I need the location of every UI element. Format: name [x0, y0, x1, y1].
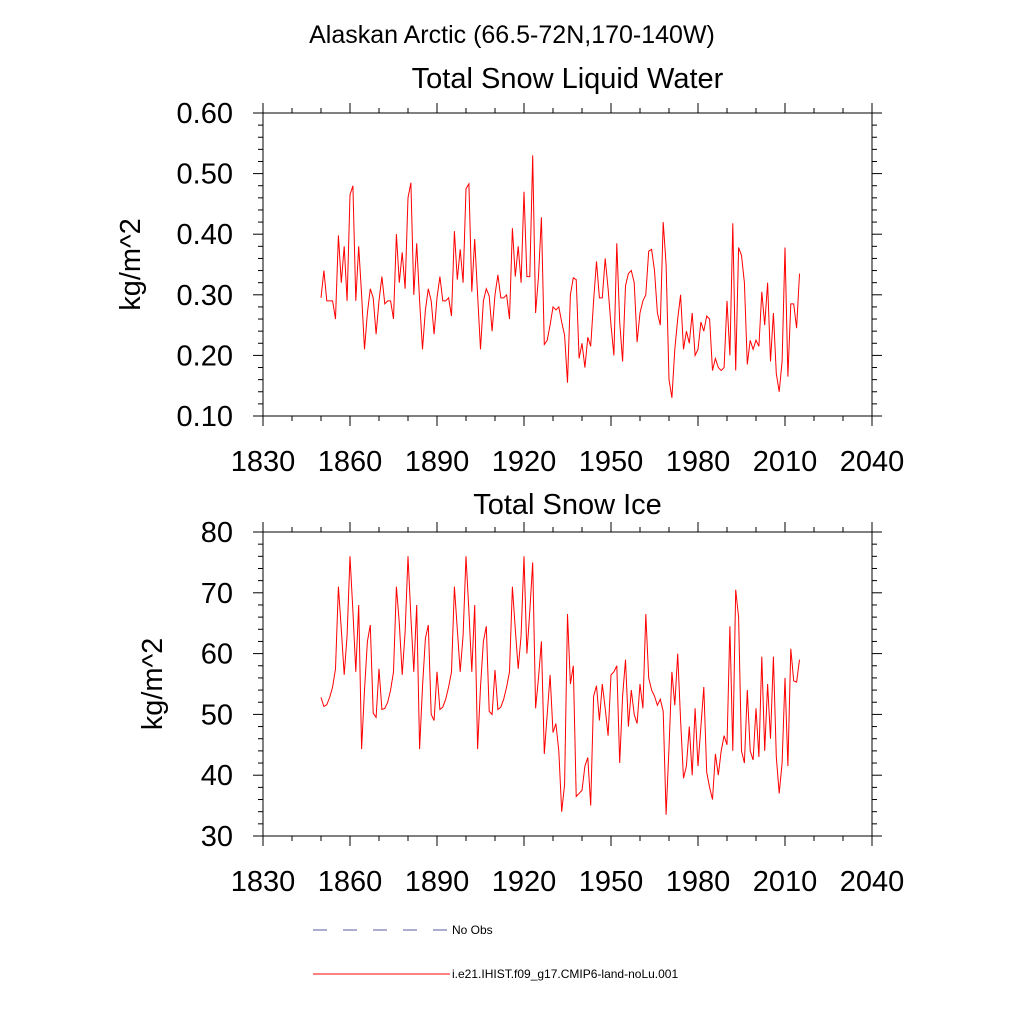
x-tick-label: 1890: [405, 866, 470, 898]
y-tick-label: 0.50: [177, 159, 233, 191]
y-tick-label: 70: [201, 578, 233, 610]
y-tick-label: 40: [201, 760, 233, 792]
y-tick-label: 30: [201, 821, 233, 853]
legend-obs-label: No Obs: [452, 923, 493, 937]
y-tick-label: 0.20: [177, 340, 233, 372]
page-title: Alaskan Arctic (66.5-72N,170-140W): [309, 21, 715, 49]
chart-panel-snow-liquid-water: Total Snow Liquid Water 1830 1860 1890 1920 1…: [115, 63, 904, 478]
x-tick-label: 1830: [231, 446, 296, 478]
y-axis-label: kg/m^2: [137, 638, 169, 731]
y-tick-label: 0.40: [177, 219, 233, 251]
x-tick-label: 1980: [666, 446, 731, 478]
x-tick-label: 1920: [492, 446, 557, 478]
y-tick-label: 0.30: [177, 280, 233, 312]
x-tick-label: 1950: [579, 866, 644, 898]
y-axis-label: kg/m^2: [115, 218, 147, 311]
x-tick-label: 2010: [753, 446, 818, 478]
y-tick-label: 50: [201, 699, 233, 731]
series-line-snow-ice-0: [320, 556, 800, 815]
x-tick-label: 2010: [753, 866, 818, 898]
x-tick-label: 1890: [405, 446, 470, 478]
legend-model-label: i.e21.IHIST.f09_g17.CMIP6-land-noLu.001: [452, 967, 678, 981]
chart-title-snow-liquid-water: Total Snow Liquid Water: [412, 63, 724, 95]
y-tick-label: 0.10: [177, 401, 233, 433]
x-tick-label: 2040: [840, 446, 905, 478]
x-tick-label: 1920: [492, 866, 557, 898]
plot-frame: [262, 531, 873, 837]
y-tick-label: 0.60: [177, 98, 233, 130]
y-tick-label: 80: [201, 517, 233, 549]
series-line-snow-liquid-water-0: [320, 155, 800, 398]
x-tick-label: 1830: [231, 866, 296, 898]
y-tick-label: 60: [201, 639, 233, 671]
x-tick-label: 1980: [666, 866, 731, 898]
x-tick-label: 1860: [318, 866, 383, 898]
x-tick-label: 2040: [840, 866, 905, 898]
chart-title-snow-ice: Total Snow Ice: [473, 489, 662, 521]
legend: No Obs i.e21.IHIST.f09_g17.CMIP6-land-no…: [313, 923, 678, 981]
chart-panel-snow-ice: Total Snow Ice 1830 1860 1890 1920 1950 1980 20…: [137, 489, 904, 898]
x-tick-label: 1950: [579, 446, 644, 478]
x-tick-label: 1860: [318, 446, 383, 478]
plot-frame: [262, 112, 873, 417]
